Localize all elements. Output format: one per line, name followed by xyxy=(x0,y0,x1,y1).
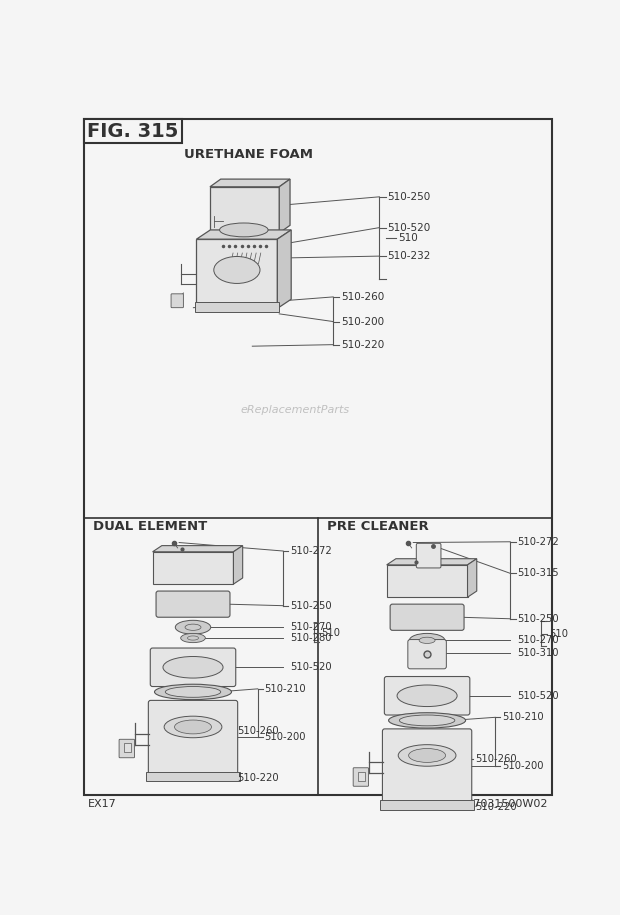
Ellipse shape xyxy=(409,748,446,762)
Ellipse shape xyxy=(180,633,205,642)
Ellipse shape xyxy=(219,223,268,237)
Polygon shape xyxy=(467,559,477,597)
Text: 510-270: 510-270 xyxy=(517,635,559,645)
Polygon shape xyxy=(210,187,279,233)
Text: 510-272: 510-272 xyxy=(290,546,332,556)
Bar xyxy=(146,772,240,781)
Text: 510-280: 510-280 xyxy=(290,633,332,643)
Ellipse shape xyxy=(389,713,466,728)
Ellipse shape xyxy=(185,624,201,630)
FancyBboxPatch shape xyxy=(408,640,446,669)
Text: eReplacementParts: eReplacementParts xyxy=(240,405,349,415)
FancyBboxPatch shape xyxy=(416,544,441,568)
Polygon shape xyxy=(210,179,290,187)
Text: 510-220: 510-220 xyxy=(475,802,516,812)
Polygon shape xyxy=(153,545,242,552)
Ellipse shape xyxy=(175,720,211,734)
Polygon shape xyxy=(387,565,467,597)
Text: 510: 510 xyxy=(322,628,340,638)
Polygon shape xyxy=(277,230,291,308)
Text: EX17: EX17 xyxy=(88,800,117,810)
FancyBboxPatch shape xyxy=(119,739,135,758)
Text: 510-260: 510-260 xyxy=(341,292,384,302)
Ellipse shape xyxy=(409,633,445,647)
Ellipse shape xyxy=(187,636,198,640)
Ellipse shape xyxy=(398,745,456,766)
Text: 510-315: 510-315 xyxy=(517,568,559,578)
FancyBboxPatch shape xyxy=(208,232,273,260)
Bar xyxy=(84,119,182,143)
Ellipse shape xyxy=(154,684,231,700)
Ellipse shape xyxy=(164,716,222,737)
Polygon shape xyxy=(279,179,290,233)
Text: 510-220: 510-220 xyxy=(341,339,384,350)
Text: 510-260: 510-260 xyxy=(475,754,516,764)
FancyBboxPatch shape xyxy=(150,648,236,686)
Text: 510-200: 510-200 xyxy=(502,761,543,770)
Text: 510-310: 510-310 xyxy=(517,648,559,658)
FancyBboxPatch shape xyxy=(384,676,470,715)
Polygon shape xyxy=(197,239,277,308)
Text: 510-520: 510-520 xyxy=(290,662,332,673)
Text: 510-270: 510-270 xyxy=(290,622,332,632)
Text: DUAL ELEMENT: DUAL ELEMENT xyxy=(93,520,207,533)
Bar xyxy=(228,253,262,264)
Text: 510-210: 510-210 xyxy=(502,713,543,722)
Text: 510-520: 510-520 xyxy=(517,691,559,701)
Bar xyxy=(195,302,279,312)
Ellipse shape xyxy=(163,656,223,678)
Ellipse shape xyxy=(175,620,211,634)
Text: 510-232: 510-232 xyxy=(387,251,430,261)
Text: 510-200: 510-200 xyxy=(265,732,306,742)
Text: 510-200: 510-200 xyxy=(341,317,384,327)
Polygon shape xyxy=(197,230,291,239)
FancyBboxPatch shape xyxy=(148,700,237,774)
Text: 510-250: 510-250 xyxy=(517,614,559,624)
Text: 510: 510 xyxy=(398,233,418,243)
Text: 510-272: 510-272 xyxy=(517,537,559,547)
FancyBboxPatch shape xyxy=(383,729,472,802)
Bar xyxy=(358,771,365,780)
Text: 510-210: 510-210 xyxy=(265,684,306,694)
Bar xyxy=(124,743,131,752)
Text: 510-260: 510-260 xyxy=(237,726,278,736)
Polygon shape xyxy=(234,545,242,584)
FancyBboxPatch shape xyxy=(156,591,230,618)
Text: FIG. 315: FIG. 315 xyxy=(87,122,179,141)
Text: 510: 510 xyxy=(549,629,568,639)
Text: 510-220: 510-220 xyxy=(237,773,278,783)
Polygon shape xyxy=(387,559,477,565)
Ellipse shape xyxy=(166,686,221,697)
Text: PRE CLEANER: PRE CLEANER xyxy=(327,520,429,533)
Text: 510-250: 510-250 xyxy=(387,192,430,202)
FancyBboxPatch shape xyxy=(353,768,368,786)
Ellipse shape xyxy=(419,637,435,643)
Polygon shape xyxy=(153,552,234,584)
Ellipse shape xyxy=(397,685,457,706)
Bar xyxy=(380,801,474,810)
FancyBboxPatch shape xyxy=(171,294,184,307)
Ellipse shape xyxy=(399,715,455,726)
Text: URETHANE FOAM: URETHANE FOAM xyxy=(184,148,313,161)
FancyBboxPatch shape xyxy=(390,604,464,630)
Text: 510-250: 510-250 xyxy=(290,600,332,610)
Text: 277031500W02: 277031500W02 xyxy=(459,800,547,810)
Text: 510-520: 510-520 xyxy=(387,222,430,232)
Ellipse shape xyxy=(214,256,260,284)
